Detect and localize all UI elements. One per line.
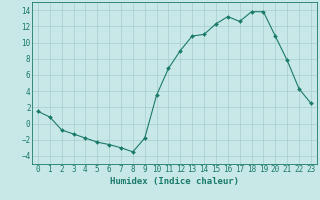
X-axis label: Humidex (Indice chaleur): Humidex (Indice chaleur) <box>110 177 239 186</box>
